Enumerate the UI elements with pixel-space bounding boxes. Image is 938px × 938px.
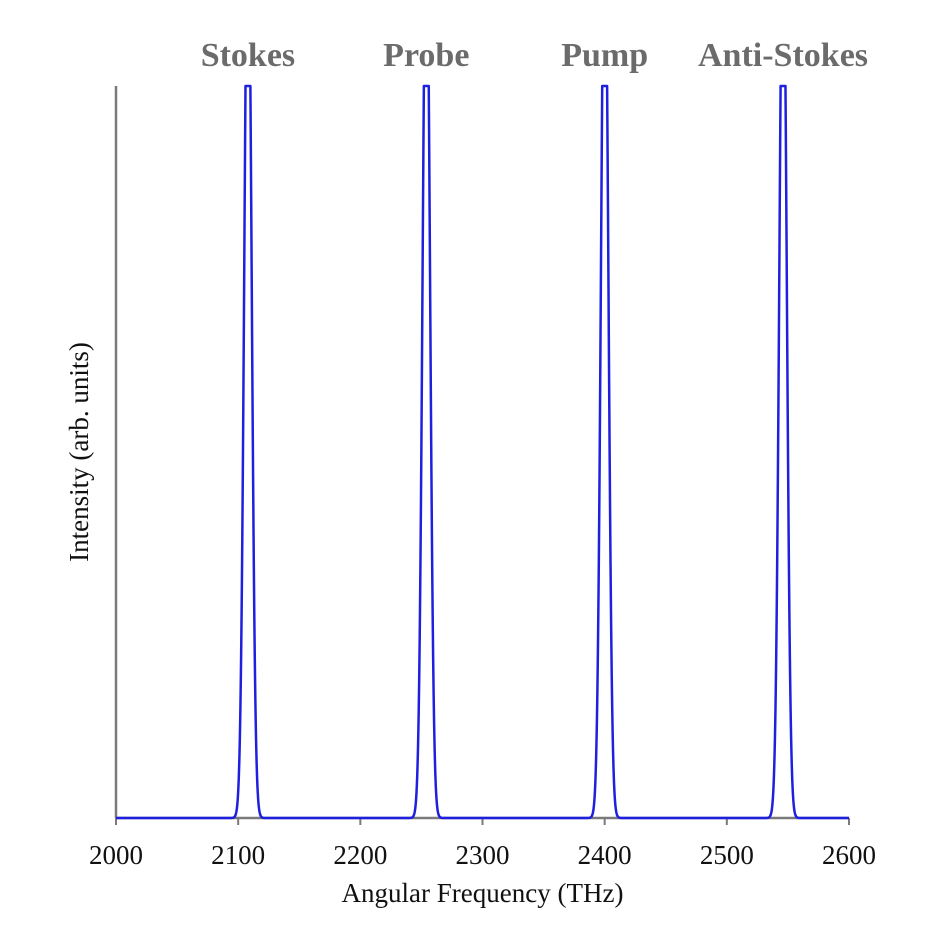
peak-label-stokes: Stokes [201,37,295,74]
peak-label-anti-stokes: Anti-Stokes [698,37,868,74]
series-group [114,84,851,820]
x-tick-label: 2000 [89,840,143,870]
peak-labels: Stokes Probe Pump Anti-Stokes [201,37,868,74]
y-axis-title: Intensity (arb. units) [64,342,94,562]
x-tick-label: 2600 [822,840,876,870]
x-tick-label: 2500 [700,840,754,870]
x-tick-label: 2100 [211,840,265,870]
x-tick-label: 2300 [456,840,510,870]
spectrum-line [114,84,851,820]
x-axis-title: Angular Frequency (THz) [342,878,624,908]
peak-label-probe: Probe [383,37,469,74]
x-tick-label: 2200 [333,840,387,870]
x-tick-label: 2400 [578,840,632,870]
peak-label-pump: Pump [561,37,648,74]
x-axis-ticks: 2000 2100 2200 2300 2400 2500 2600 [89,818,876,870]
